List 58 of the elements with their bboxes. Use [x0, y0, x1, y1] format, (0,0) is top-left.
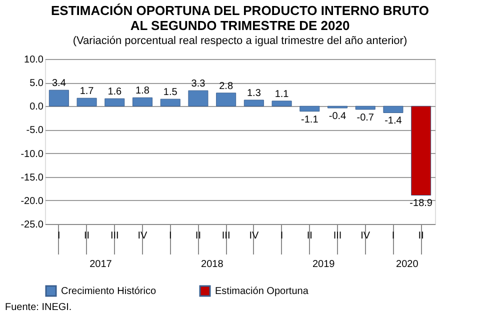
x-tick-label: III — [110, 230, 119, 242]
data-label: 3.3 — [191, 78, 206, 90]
y-tick-label: 0.0 — [30, 102, 44, 113]
bar — [132, 97, 152, 106]
text: 2020 — [396, 259, 419, 270]
data-label: 3.4 — [52, 78, 66, 90]
chart-subtitle: (Variación porcentual real respecto a igual trimestre del año anterior) — [72, 35, 408, 47]
bar — [355, 106, 376, 110]
y-tick-label: -15.0 — [20, 172, 44, 184]
y-tick-label: -5.0 — [26, 125, 44, 136]
data-label: 1.1 — [274, 88, 290, 100]
y-tick-label: -20.0 — [20, 196, 44, 207]
data-label: -18.9 — [410, 198, 433, 210]
data-label: 1.8 — [136, 86, 150, 97]
bar — [383, 106, 404, 113]
x-tick-label: IV — [138, 230, 148, 242]
x-tick-label: II — [195, 230, 201, 242]
x-tick-label: IV — [249, 230, 259, 242]
bar — [48, 90, 69, 106]
y-tick-label: -10.0 — [20, 148, 44, 160]
x-tick-label: II — [84, 230, 90, 242]
x-tick-label: I — [168, 230, 172, 242]
data-label: -1.4 — [384, 116, 402, 127]
legend-label: Estimación Oportuna — [215, 286, 309, 297]
data-label: 1.7 — [80, 86, 94, 98]
legend-label: Crecimiento Histórico — [61, 286, 156, 297]
x-tick-label: II — [418, 230, 424, 242]
bar — [244, 100, 264, 106]
x-tick-label: III — [222, 230, 230, 242]
bar — [160, 98, 180, 106]
data-label: -0.4 — [328, 111, 347, 122]
text: 2019 — [312, 259, 336, 270]
text: 2018 — [201, 259, 224, 270]
data-label: 1.6 — [108, 86, 122, 98]
x-tick-label: II — [306, 230, 312, 242]
y-tick-label: 5.0 — [30, 78, 44, 90]
source-note: Fuente: INEGI. — [5, 302, 72, 313]
x-tick-label: I — [58, 230, 60, 242]
x-tick-label: I — [280, 230, 284, 242]
chart-title: ESTIMACIÓN OPORTUNA DEL PRODUCTO INTERNO BRUTO AL SEGUNDO TRIMESTRE DE 2020 — [51, 3, 429, 33]
bar — [104, 98, 125, 106]
y-tick-label: 10.0 — [24, 54, 44, 66]
x-tick-label: IV — [360, 230, 370, 242]
data-label: -1.1 — [301, 114, 319, 126]
bar — [300, 106, 320, 112]
bar — [216, 92, 236, 106]
text: 2017 — [90, 259, 112, 270]
data-label: -0.7 — [356, 112, 374, 124]
data-label: 2.8 — [219, 80, 234, 92]
data-label: 1.3 — [246, 88, 262, 100]
x-tick-label: I — [392, 230, 395, 242]
y-tick-label: -25.0 — [20, 220, 44, 230]
bar — [272, 100, 292, 106]
bar — [76, 98, 97, 106]
data-label: 1.5 — [163, 87, 178, 98]
bar — [188, 90, 208, 106]
x-tick-label: III — [333, 230, 342, 242]
bar — [411, 106, 432, 196]
